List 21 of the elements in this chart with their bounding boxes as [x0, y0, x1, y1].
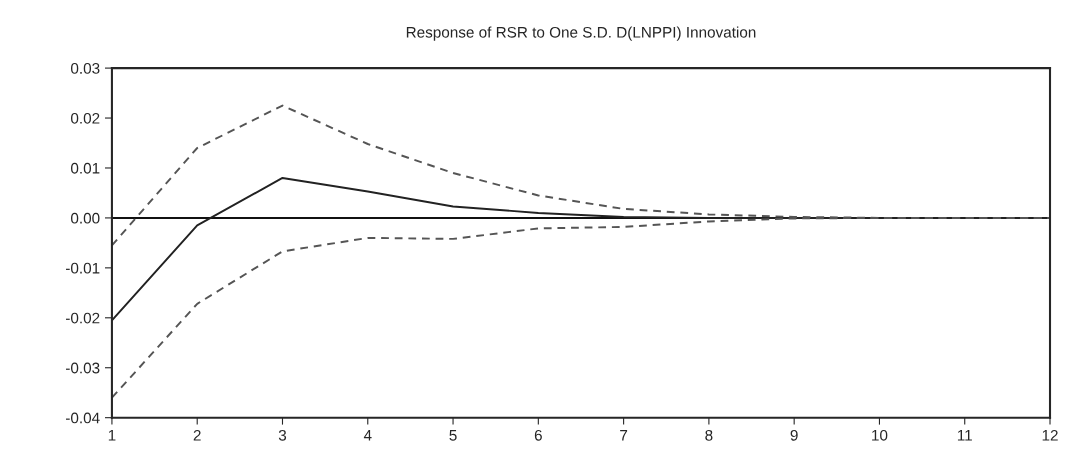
y-tick-label: 0.02	[70, 112, 100, 124]
y-tick-label: 0.00	[70, 212, 100, 224]
x-tick-label: 2	[193, 429, 201, 441]
x-tick-label: 6	[534, 429, 542, 441]
y-tick-label: -0.02	[65, 312, 100, 324]
y-tick-label: -0.03	[65, 362, 100, 374]
chart-title: Response of RSR to One S.D. D(LNPPI) Innovation	[406, 26, 756, 41]
x-tick-label: 4	[363, 430, 372, 441]
x-tick-label: 12	[1042, 429, 1058, 441]
y-tick-label: 0.01	[70, 162, 100, 174]
y-tick-label: 0.03	[70, 62, 100, 74]
x-tick-label: 11	[957, 430, 972, 441]
y-tick-label: -0.01	[65, 262, 100, 274]
x-tick-label: 1	[108, 430, 116, 441]
x-tick-label: 5	[449, 430, 457, 441]
y-tick-label: -0.04	[65, 412, 100, 424]
x-tick-label: 7	[620, 430, 628, 441]
x-tick-label: 3	[278, 429, 287, 441]
x-tick-label: 9	[790, 429, 798, 441]
x-tick-label: 10	[872, 429, 888, 441]
x-tick-label: 8	[705, 429, 713, 441]
